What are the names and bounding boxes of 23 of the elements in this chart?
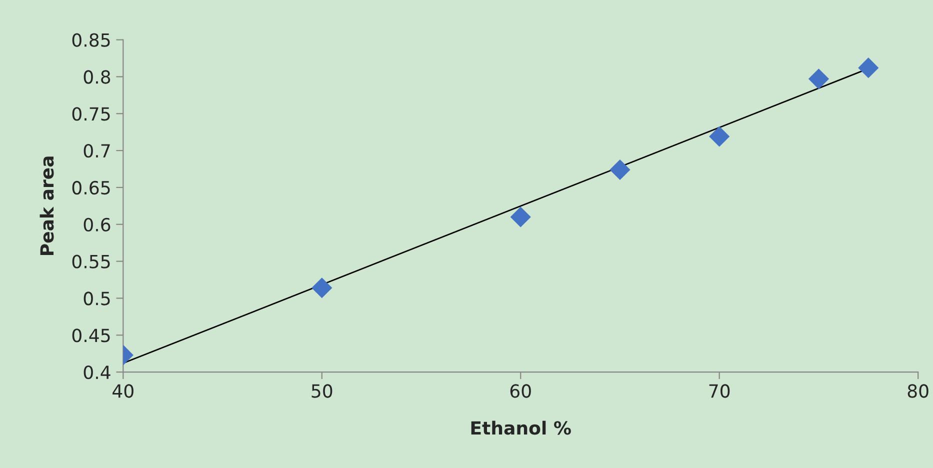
y-tick-label: 0.7 bbox=[84, 144, 110, 158]
point bbox=[510, 206, 531, 228]
y-tick-label: 0.4 bbox=[84, 366, 110, 380]
y-tick-label: 0.75 bbox=[72, 107, 110, 121]
y-tick-label: 0.55 bbox=[72, 254, 110, 268]
x-axis-title: Ethanol % bbox=[471, 420, 571, 435]
x-tick-label: 60 bbox=[510, 384, 531, 398]
point bbox=[312, 278, 332, 298]
x-tick-label: 50 bbox=[312, 384, 332, 398]
x-tick-label: 40 bbox=[112, 384, 134, 398]
point bbox=[610, 159, 630, 180]
y-tick-label: 0.6 bbox=[84, 218, 110, 232]
point bbox=[808, 68, 830, 90]
x-tick-label: 80 bbox=[908, 384, 928, 398]
y-axis-title: Peak area bbox=[40, 156, 54, 255]
y-tick-label: 0.45 bbox=[72, 328, 110, 342]
y-tick-label: 0.85 bbox=[72, 33, 110, 47]
y-tick-label: 0.65 bbox=[72, 180, 110, 195]
y-tick-label: 0.8 bbox=[84, 70, 110, 84]
x-tick-label: 70 bbox=[709, 384, 730, 398]
y-tick-label: 0.5 bbox=[84, 292, 110, 306]
point bbox=[858, 58, 879, 78]
point bbox=[709, 126, 730, 147]
